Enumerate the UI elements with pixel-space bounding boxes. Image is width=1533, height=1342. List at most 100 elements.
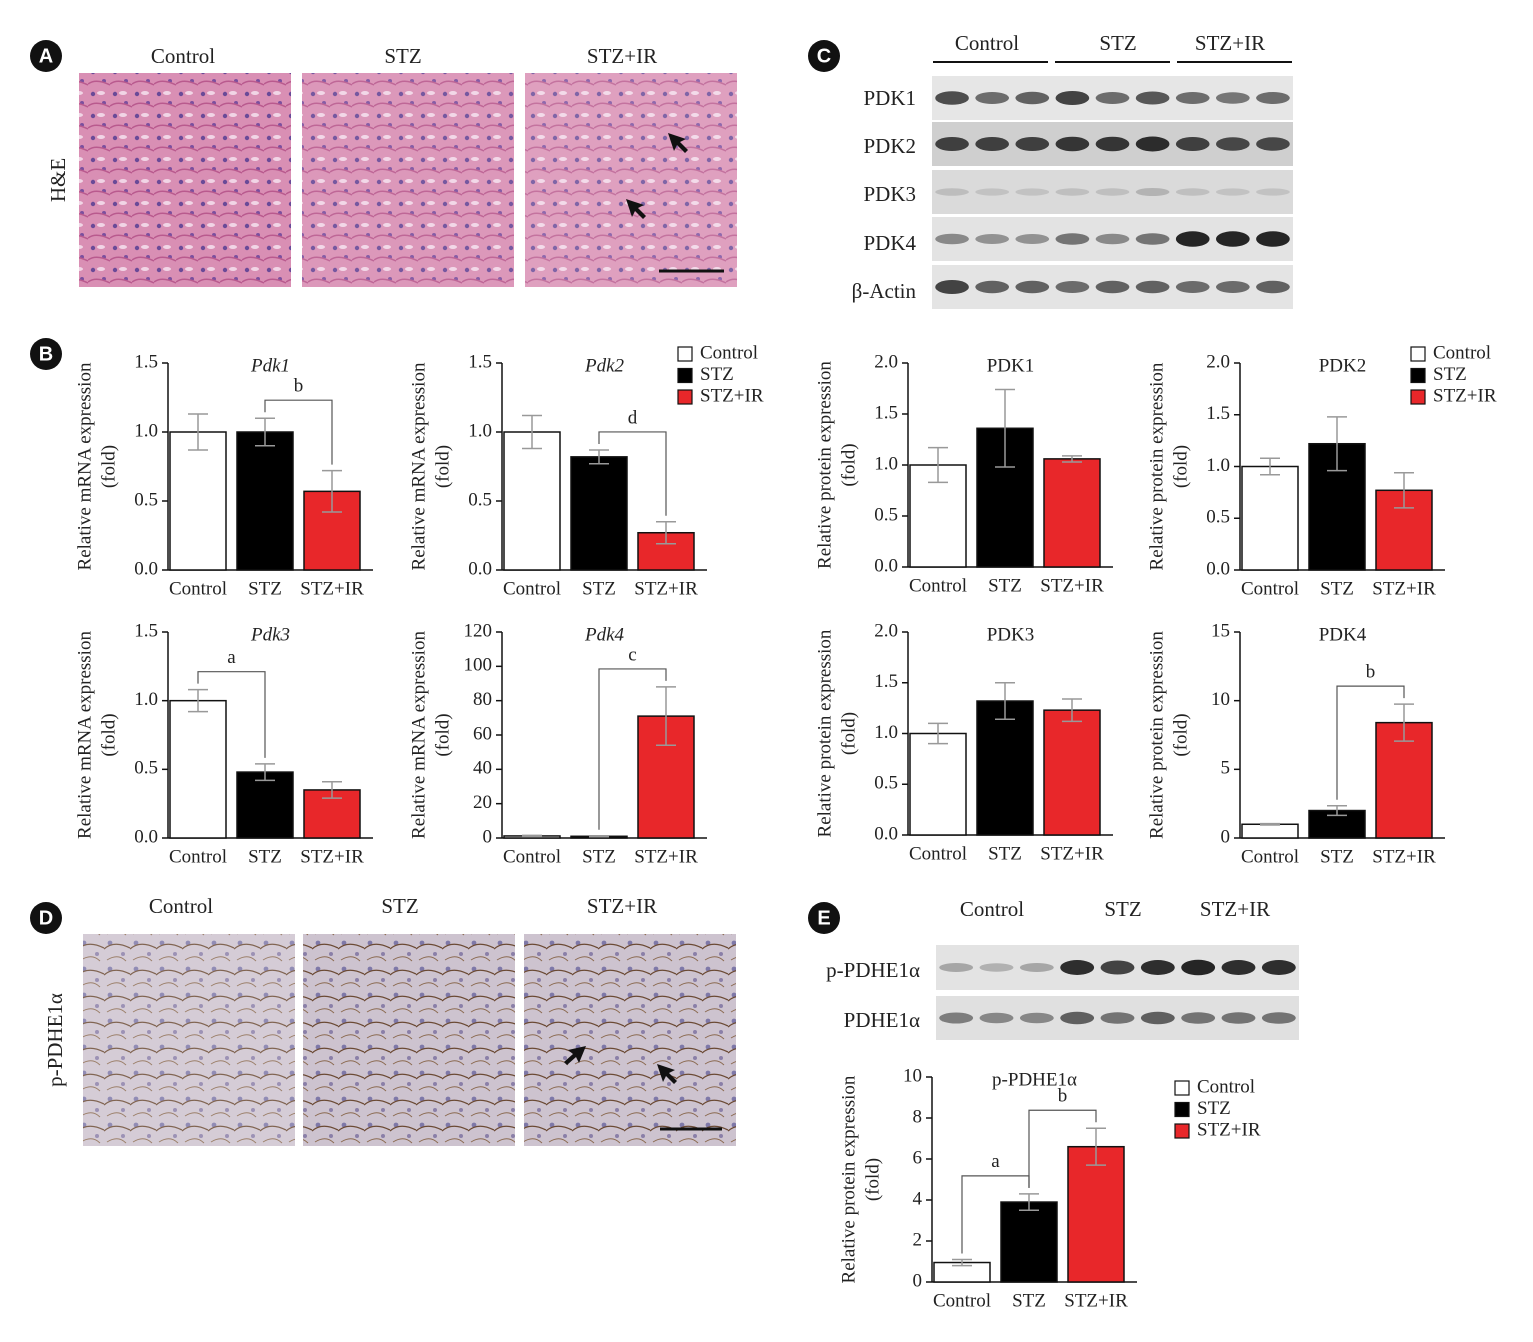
x-tick-label: STZ [582, 846, 616, 867]
x-tick-label: STZ [582, 578, 616, 599]
y-tick-label: 10 [1211, 689, 1230, 710]
significance-bracket [197, 671, 266, 758]
blot-band [1215, 188, 1250, 196]
micrograph [303, 934, 515, 1146]
blot-band [1135, 233, 1170, 245]
blot-band [975, 234, 1010, 244]
blot-band [939, 1012, 974, 1024]
row-label: H&E [46, 158, 70, 202]
x-tick-label: Control [1241, 578, 1299, 599]
arrow [564, 1046, 586, 1065]
y-axis-label: (fold) [862, 1158, 883, 1201]
y-tick-label: 8 [913, 1106, 923, 1127]
micrograph [525, 73, 737, 287]
y-tick-label: 1.0 [874, 453, 898, 474]
y-axis-label: Relative mRNA expression [408, 362, 429, 570]
y-tick-label: 0.5 [134, 489, 158, 510]
chart-title: p-PDHE1α [992, 1069, 1077, 1090]
blot-band [1135, 91, 1170, 105]
blot-band [1181, 959, 1216, 976]
y-axis-label: (fold) [1170, 445, 1191, 488]
panel-badge [808, 902, 840, 934]
y-axis-label: (fold) [432, 445, 453, 488]
blot-band [975, 92, 1010, 104]
panel-badge [30, 40, 62, 72]
blot-band [979, 963, 1014, 972]
legend-swatch [1410, 346, 1426, 362]
blot-band [1015, 188, 1050, 196]
chart-title: Pdk4 [584, 624, 625, 645]
significance-bracket [598, 431, 667, 516]
error-bar [1086, 1127, 1106, 1166]
bar [169, 431, 227, 571]
blots [936, 945, 1299, 1040]
y-tick-label: 1.5 [134, 351, 158, 372]
x-tick-label: STZ+IR [1040, 575, 1104, 596]
bar [236, 431, 294, 571]
bar [976, 700, 1034, 836]
blot-band [975, 188, 1010, 196]
bar [1241, 823, 1299, 839]
x-tick-label: Control [503, 846, 561, 867]
blot-band [1221, 960, 1256, 975]
error-bar [188, 413, 208, 451]
blot-band [939, 963, 974, 972]
group-label: STZ+IR [1195, 31, 1265, 55]
x-tick-label: Control [909, 843, 967, 864]
panel-label: A [39, 45, 53, 67]
group-label: Control [960, 897, 1024, 921]
y-tick-label: 10 [903, 1065, 922, 1086]
error-bar [322, 780, 342, 799]
y-tick-label: 0.5 [134, 758, 158, 779]
bar [236, 771, 294, 839]
panel-label: B [39, 343, 53, 365]
blot-band [1140, 1011, 1175, 1025]
bar [1000, 1201, 1058, 1283]
blot-band [1175, 231, 1210, 247]
error-bar [522, 414, 542, 450]
y-tick-label: 0.0 [134, 826, 158, 847]
y-tick-label: 2 [913, 1229, 923, 1250]
error-bar [928, 722, 948, 745]
panel-e: E Control STZ STZ+IR p-PDHE1α PDHE1α [808, 897, 1299, 1040]
group-label: STZ [1104, 897, 1141, 921]
y-axis-label: Relative protein expression [1146, 362, 1167, 570]
y-axis-label: (fold) [98, 445, 119, 488]
panel-badge [30, 338, 62, 370]
bar [1043, 458, 1101, 568]
blot-band [1015, 280, 1050, 294]
chart-title: PDK2 [1319, 355, 1367, 376]
significance-label: b [1058, 1086, 1068, 1107]
significance-label: a [227, 647, 236, 668]
y-tick-label: 2.0 [1206, 351, 1230, 372]
y-axis-label: Relative protein expression [814, 629, 835, 837]
error-bar [656, 686, 676, 747]
legend-swatch [677, 389, 693, 405]
micrograph [302, 73, 514, 287]
blot-band [935, 188, 969, 196]
significance-label: a [991, 1151, 1000, 1172]
blot-band [1135, 136, 1170, 152]
y-tick-label: 1.5 [134, 620, 158, 641]
legend-swatch [1410, 389, 1426, 405]
y-tick-label: 1.5 [874, 402, 898, 423]
blot-band [979, 1012, 1014, 1024]
arrow [626, 199, 646, 219]
error-bar [1327, 416, 1347, 472]
y-tick-label: 80 [473, 689, 492, 710]
blot-band [935, 233, 969, 245]
blot-label: PDK2 [863, 134, 916, 158]
blot-band [1256, 137, 1290, 151]
significance-label: c [628, 644, 636, 665]
micrograph [79, 73, 291, 287]
group-label: STZ [1099, 31, 1136, 55]
x-tick-label: Control [1241, 846, 1299, 867]
y-axis-label: Relative protein expression [1146, 631, 1167, 839]
x-tick-label: STZ+IR [634, 846, 698, 867]
error-bar [188, 688, 208, 713]
x-tick-label: STZ [248, 578, 282, 599]
chart-title: PDK3 [987, 624, 1035, 645]
blot-band [935, 91, 969, 105]
error-bar [656, 520, 676, 545]
y-tick-label: 0 [913, 1270, 923, 1291]
